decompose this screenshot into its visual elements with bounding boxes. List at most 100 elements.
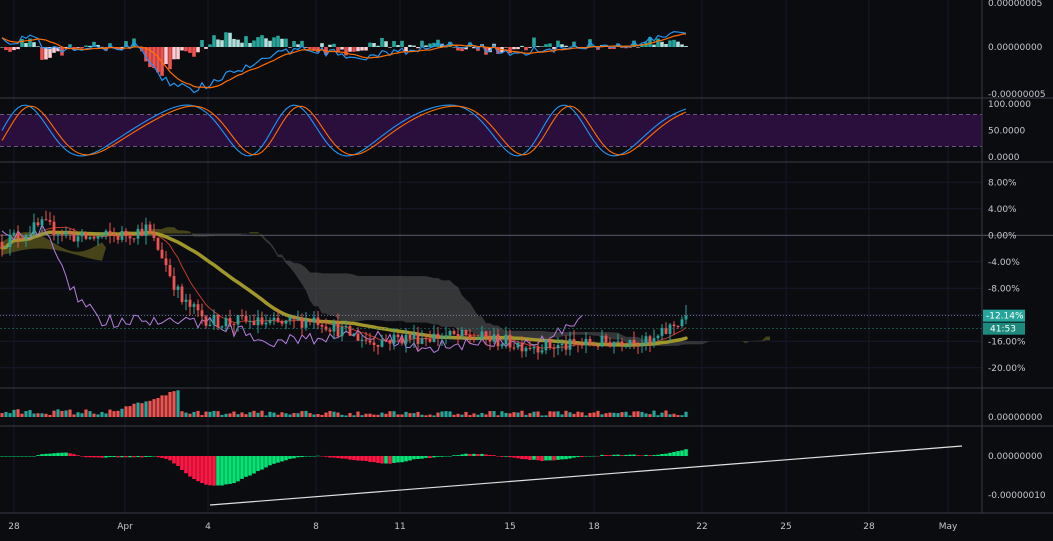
ao-bar bbox=[572, 456, 576, 458]
volume-bar bbox=[16, 409, 19, 417]
volume-bar bbox=[164, 395, 167, 417]
ao-bar bbox=[624, 455, 628, 456]
volume-bar bbox=[216, 411, 219, 417]
ao-bar bbox=[456, 455, 460, 456]
macd-hist-bar bbox=[360, 47, 364, 51]
ao-bar bbox=[36, 455, 40, 456]
candle-body bbox=[257, 317, 260, 325]
macd-hist-bar bbox=[80, 47, 84, 48]
cloud-segment bbox=[234, 234, 238, 236]
volume-bar bbox=[196, 411, 199, 417]
ao-bar bbox=[32, 456, 36, 457]
ao-bar bbox=[528, 456, 532, 460]
ao-bar bbox=[416, 456, 420, 459]
volume-bar bbox=[580, 412, 583, 417]
ao-bar bbox=[116, 456, 120, 457]
volume-bar bbox=[460, 415, 463, 417]
volume-bar bbox=[268, 412, 271, 417]
macd-hist-bar bbox=[156, 47, 160, 72]
candle-body bbox=[317, 317, 320, 324]
volume-bar bbox=[680, 415, 683, 417]
cloud-segment bbox=[278, 255, 282, 258]
candle-body bbox=[533, 347, 536, 348]
macd-hist-bar bbox=[204, 47, 208, 49]
volume-bar bbox=[468, 415, 471, 417]
candle-body bbox=[133, 238, 136, 239]
candle-body bbox=[217, 315, 220, 327]
candle-body bbox=[321, 325, 324, 327]
ao-bar bbox=[668, 453, 672, 456]
ao-bar bbox=[348, 456, 352, 460]
candle-body bbox=[197, 304, 200, 310]
ao-bar bbox=[464, 454, 468, 456]
volume-bar bbox=[628, 415, 631, 417]
ao-bar bbox=[516, 456, 520, 458]
ao-bar bbox=[296, 456, 300, 457]
ao-bar bbox=[144, 456, 148, 457]
volume-bar bbox=[36, 413, 39, 417]
ao-bar bbox=[68, 453, 72, 456]
candle-body bbox=[569, 339, 572, 350]
candle-body bbox=[509, 335, 512, 348]
volume-bar bbox=[612, 413, 615, 417]
candle-body bbox=[13, 233, 16, 235]
volume-bar bbox=[4, 412, 7, 417]
candle-body bbox=[477, 339, 480, 340]
ao-bar bbox=[408, 456, 412, 460]
cloud-segment bbox=[350, 274, 354, 321]
candle-body bbox=[193, 304, 196, 307]
candle-body bbox=[621, 341, 624, 345]
volume-bar bbox=[652, 411, 655, 417]
volume-bar bbox=[332, 412, 335, 417]
candle-body bbox=[1, 242, 4, 248]
ao-bar bbox=[368, 456, 372, 462]
ao-bar bbox=[364, 456, 368, 461]
macd-hist-bar bbox=[240, 43, 244, 47]
cloud-segment bbox=[438, 278, 442, 327]
volume-bar bbox=[396, 414, 399, 417]
candle-body bbox=[557, 345, 560, 348]
candle-body bbox=[25, 235, 28, 238]
macd-hist-bar bbox=[400, 41, 404, 47]
ao-bar bbox=[420, 456, 424, 459]
volume-bar bbox=[452, 415, 455, 417]
cloud-segment bbox=[442, 280, 446, 326]
ao-bar bbox=[148, 456, 152, 457]
volume-bar bbox=[364, 414, 367, 417]
cloud-segment bbox=[766, 336, 770, 340]
volume-bar bbox=[84, 410, 87, 417]
ao-bar bbox=[164, 456, 168, 459]
cloud-segment bbox=[82, 250, 86, 257]
volume-bar bbox=[536, 411, 539, 417]
candle-body bbox=[437, 334, 440, 339]
candle-body bbox=[417, 334, 420, 344]
volume-bar bbox=[136, 403, 139, 417]
candle-body bbox=[657, 336, 660, 338]
cloud-segment bbox=[314, 273, 318, 307]
macd-hist-bar bbox=[264, 38, 268, 47]
volume-bar bbox=[516, 413, 519, 417]
macd-hist-bar bbox=[268, 41, 272, 47]
volume-bar bbox=[320, 415, 323, 417]
ao-bar bbox=[72, 454, 76, 456]
ao-bar bbox=[380, 456, 384, 464]
macd-hist-bar bbox=[184, 47, 188, 51]
candle-body bbox=[561, 344, 564, 345]
volume-bar bbox=[76, 412, 79, 417]
candle-body bbox=[229, 318, 232, 324]
macd-hist-bar bbox=[192, 47, 196, 57]
candle-body bbox=[617, 341, 620, 342]
ao-bar bbox=[412, 456, 416, 459]
volume-bar bbox=[684, 412, 687, 417]
last-value-label: -12.14% bbox=[986, 312, 1024, 322]
candle-body bbox=[289, 317, 292, 320]
macd-hist-bar bbox=[660, 42, 664, 47]
candle-body bbox=[305, 320, 308, 328]
cloud-segment bbox=[450, 280, 454, 326]
x-tick-label: 8 bbox=[313, 522, 319, 532]
ao-bar bbox=[152, 456, 156, 457]
macd-hist-bar bbox=[256, 37, 260, 47]
candle-body bbox=[97, 236, 100, 238]
